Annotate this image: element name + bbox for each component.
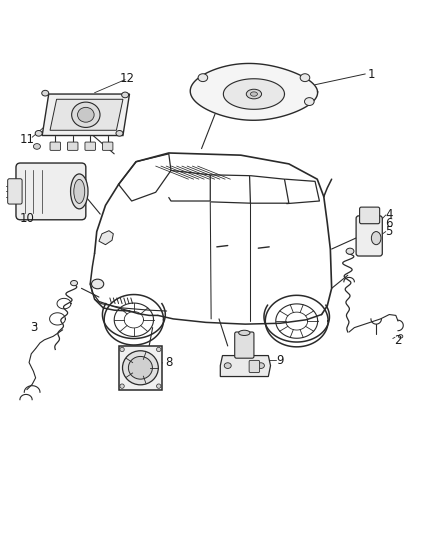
FancyBboxPatch shape (102, 142, 113, 150)
Ellipse shape (122, 92, 129, 98)
Ellipse shape (71, 280, 78, 286)
Ellipse shape (371, 231, 381, 245)
Text: 3: 3 (30, 321, 37, 334)
Polygon shape (190, 63, 318, 120)
FancyBboxPatch shape (360, 207, 380, 224)
FancyBboxPatch shape (235, 332, 254, 358)
Text: 5: 5 (385, 225, 393, 238)
FancyBboxPatch shape (67, 142, 78, 150)
Text: 11: 11 (19, 133, 35, 147)
Polygon shape (50, 99, 123, 130)
Ellipse shape (120, 384, 124, 389)
Ellipse shape (239, 330, 250, 335)
Text: 10: 10 (19, 212, 34, 225)
Ellipse shape (156, 348, 161, 352)
Ellipse shape (123, 351, 158, 385)
Polygon shape (99, 231, 113, 245)
Polygon shape (220, 356, 271, 376)
Ellipse shape (128, 357, 152, 379)
Text: 9: 9 (276, 354, 284, 367)
Ellipse shape (304, 98, 314, 106)
FancyBboxPatch shape (8, 179, 22, 204)
Ellipse shape (300, 74, 310, 82)
Ellipse shape (120, 348, 124, 352)
Ellipse shape (156, 384, 161, 389)
Text: 8: 8 (165, 356, 173, 369)
Bar (119, 346, 162, 390)
Ellipse shape (224, 363, 231, 368)
Text: 4: 4 (385, 208, 393, 222)
FancyBboxPatch shape (50, 142, 60, 150)
Ellipse shape (198, 74, 208, 82)
Ellipse shape (72, 102, 100, 127)
FancyBboxPatch shape (85, 142, 95, 150)
Text: 12: 12 (120, 72, 135, 85)
Ellipse shape (42, 90, 49, 96)
Ellipse shape (246, 89, 261, 99)
Ellipse shape (399, 335, 403, 338)
Polygon shape (223, 79, 285, 109)
Ellipse shape (258, 363, 265, 368)
Ellipse shape (251, 92, 258, 96)
FancyBboxPatch shape (249, 360, 260, 373)
Text: 6: 6 (385, 217, 393, 230)
Ellipse shape (92, 279, 104, 289)
Ellipse shape (35, 131, 42, 136)
Polygon shape (42, 94, 130, 135)
Text: 1: 1 (368, 68, 375, 81)
Ellipse shape (116, 131, 123, 136)
Ellipse shape (74, 180, 85, 204)
Ellipse shape (33, 143, 40, 149)
Ellipse shape (346, 248, 354, 254)
Ellipse shape (71, 174, 88, 209)
FancyBboxPatch shape (16, 163, 86, 220)
FancyBboxPatch shape (356, 216, 382, 256)
Text: 2: 2 (394, 334, 402, 347)
Ellipse shape (78, 107, 94, 122)
